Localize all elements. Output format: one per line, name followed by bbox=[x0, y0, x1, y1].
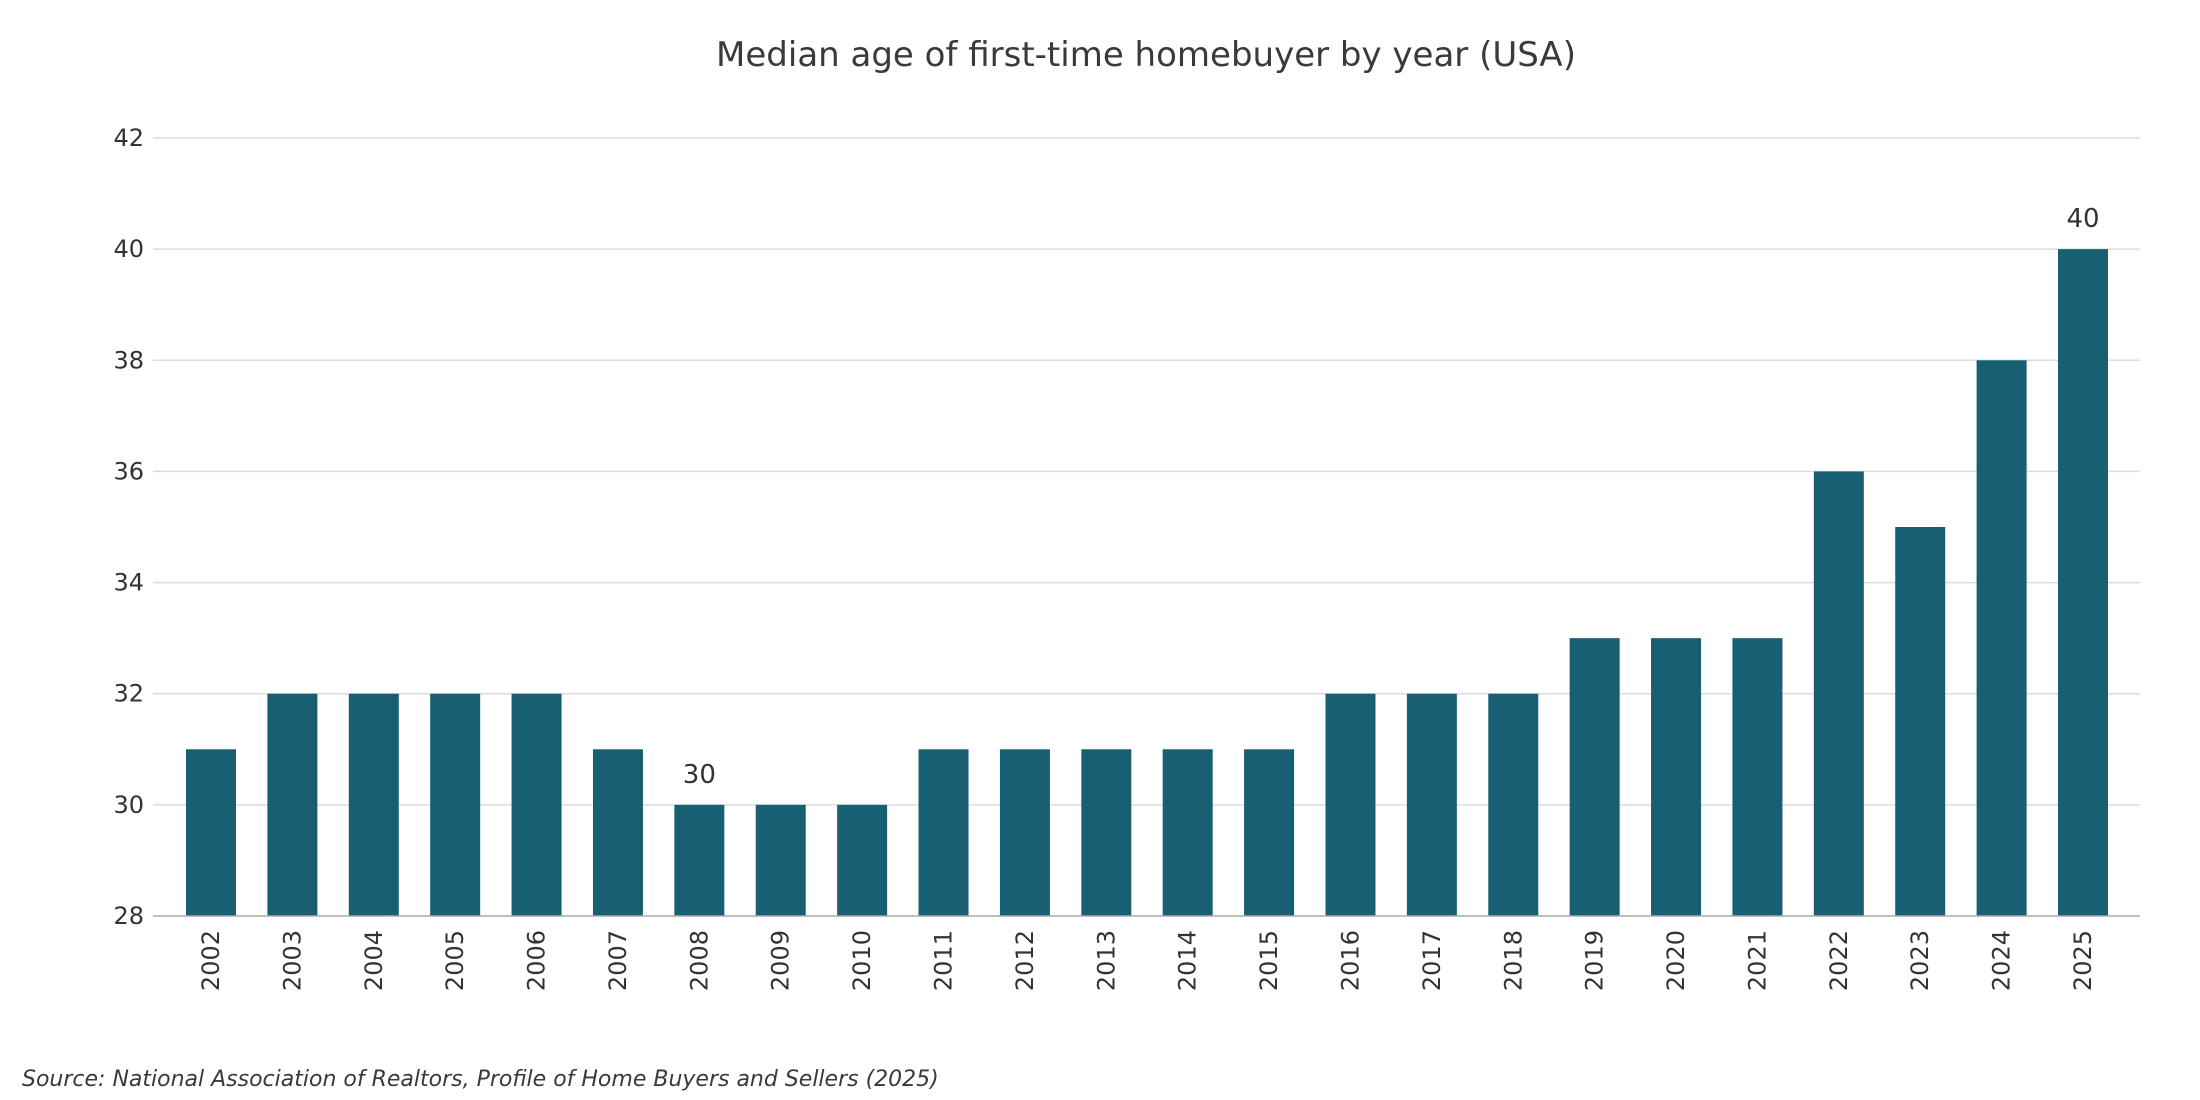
bar-2015 bbox=[1244, 749, 1295, 916]
y-tick-label: 42 bbox=[113, 124, 144, 152]
bar-2010 bbox=[837, 804, 888, 916]
bar-2024 bbox=[1976, 360, 2027, 916]
bar-2023 bbox=[1895, 527, 1946, 916]
x-tick-label: 2019 bbox=[1581, 930, 1609, 991]
x-tick-label: 2025 bbox=[2069, 930, 2097, 991]
x-tick-label: 2009 bbox=[767, 930, 795, 991]
x-tick-label: 2013 bbox=[1092, 930, 1120, 991]
bar-2007 bbox=[592, 749, 643, 916]
bar-2008 bbox=[674, 804, 725, 916]
bar-2003 bbox=[267, 693, 318, 916]
source-note: Source: National Association of Realtors… bbox=[22, 1067, 939, 1092]
x-tick-label: 2016 bbox=[1336, 930, 1364, 991]
bar-2011 bbox=[918, 749, 969, 916]
y-tick-label: 30 bbox=[113, 791, 144, 819]
bar-2018 bbox=[1488, 693, 1539, 916]
data-label-2025: 40 bbox=[2066, 204, 2099, 234]
bar-2025 bbox=[2058, 249, 2108, 917]
x-tick-label: 2007 bbox=[604, 930, 632, 991]
x-tick-label: 2004 bbox=[360, 930, 388, 991]
y-tick-label: 40 bbox=[113, 235, 144, 263]
x-tick-label: 2005 bbox=[441, 930, 469, 991]
y-tick-label: 34 bbox=[113, 569, 144, 597]
x-tick-label: 2021 bbox=[1743, 930, 1771, 991]
x-tick-label: 2008 bbox=[685, 930, 713, 991]
bar-2022 bbox=[1813, 471, 1864, 916]
x-tick-label: 2003 bbox=[278, 930, 306, 991]
x-tick-label: 2017 bbox=[1418, 930, 1446, 991]
gridlines bbox=[153, 137, 2140, 806]
y-tick-label: 36 bbox=[113, 457, 144, 485]
data-labels: 30 40 bbox=[683, 204, 2100, 790]
bar-2016 bbox=[1325, 693, 1376, 916]
axes: 28 30 32 34 36 38 40 42 2002 2003 2004 2005 2006 2007… bbox=[113, 124, 2140, 991]
x-tick-label: 2024 bbox=[1988, 930, 2016, 991]
bar-2019 bbox=[1569, 638, 1620, 916]
bar-2002 bbox=[186, 749, 236, 916]
bar-2009 bbox=[755, 804, 806, 916]
bar-2005 bbox=[430, 693, 481, 916]
chart-title: Median age of first-time homebuyer by ye… bbox=[716, 35, 1576, 75]
x-tick-label: 2010 bbox=[848, 930, 876, 991]
y-tick-label: 28 bbox=[113, 902, 144, 930]
x-tick-label: 2014 bbox=[1174, 930, 1202, 991]
data-label-2008: 30 bbox=[683, 760, 716, 790]
x-tick-label: 2002 bbox=[197, 930, 225, 991]
x-tick-label: 2012 bbox=[1011, 930, 1039, 991]
bar-2012 bbox=[999, 749, 1050, 916]
x-tick-label: 2011 bbox=[930, 930, 958, 991]
bar-2014 bbox=[1162, 749, 1213, 916]
x-tick-label: 2015 bbox=[1255, 930, 1283, 991]
bar-2004 bbox=[348, 693, 399, 916]
x-tick-label: 2022 bbox=[1825, 930, 1853, 991]
y-tick-label: 32 bbox=[113, 680, 144, 708]
bar-2013 bbox=[1081, 749, 1132, 916]
bar-2020 bbox=[1651, 638, 1702, 916]
bars bbox=[186, 249, 2108, 917]
x-tick-label: 2018 bbox=[1499, 930, 1527, 991]
x-tick-label: 2006 bbox=[523, 930, 551, 991]
bar-2017 bbox=[1406, 693, 1457, 916]
y-tick-label: 38 bbox=[113, 346, 144, 374]
bar-2021 bbox=[1732, 638, 1783, 916]
x-tick-label: 2023 bbox=[1906, 930, 1934, 991]
bar-2006 bbox=[511, 693, 562, 916]
x-tick-label: 2020 bbox=[1662, 930, 1690, 991]
